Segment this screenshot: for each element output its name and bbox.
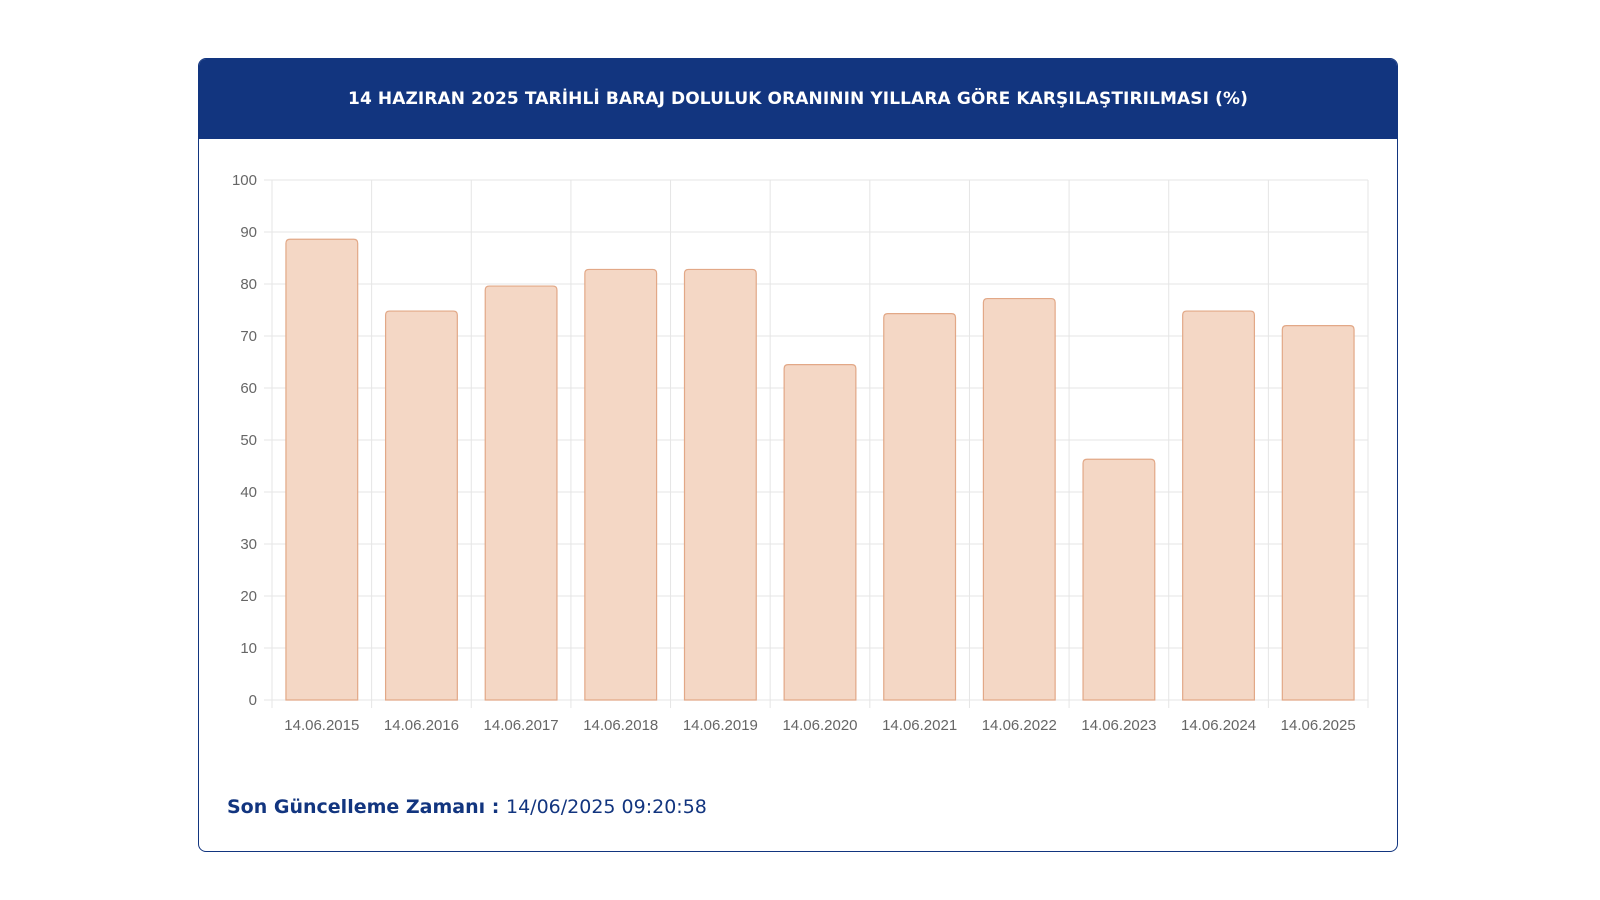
card-header: 14 HAZIRAN 2025 TARİHLİ BARAJ DOLULUK OR… [199,59,1397,139]
x-tick-label: 14.06.2018 [583,717,658,734]
bar-14.06.2015[interactable] [285,238,359,701]
bar-14.06.2016[interactable] [384,310,458,701]
y-tick-label: 0 [249,692,257,709]
y-tick-label: 20 [240,588,257,605]
y-tick-label: 60 [240,380,257,397]
y-tick-label: 10 [240,640,257,657]
last-update: Son Güncelleme Zamanı : 14/06/2025 09:20… [227,796,707,818]
x-tick-label: 14.06.2024 [1181,717,1256,734]
y-tick-label: 30 [240,536,257,553]
last-update-separator: : [485,796,506,818]
x-tick-label: 14.06.2022 [982,717,1057,734]
y-tick-label: 70 [240,328,257,345]
bar-14.06.2017[interactable] [484,285,558,701]
bar-14.06.2020[interactable] [783,364,857,701]
last-update-value: 14/06/2025 09:20:58 [505,796,707,818]
x-tick-label: 14.06.2025 [1281,717,1356,734]
bar-14.06.2025[interactable] [1281,325,1355,701]
x-tick-label: 14.06.2019 [683,717,758,734]
bar-14.06.2021[interactable] [883,313,957,701]
x-tick-label: 14.06.2020 [782,717,857,734]
y-tick-label: 80 [240,276,257,293]
last-update-label: Son Güncelleme Zamanı [227,796,486,818]
y-tick-label: 50 [240,432,257,449]
bar-14.06.2022[interactable] [982,297,1056,701]
x-tick-label: 14.06.2017 [484,717,559,734]
x-tick-label: 14.06.2023 [1081,717,1156,734]
x-tick-label: 14.06.2021 [882,717,957,734]
y-tick-label: 40 [240,484,257,501]
y-tick-label: 90 [240,224,257,241]
bar-14.06.2024[interactable] [1182,310,1256,701]
chart-title: 14 HAZIRAN 2025 TARİHLİ BARAJ DOLULUK OR… [348,89,1248,109]
y-tick-label: 100 [232,172,257,189]
x-tick-label: 14.06.2016 [384,717,459,734]
bar-14.06.2019[interactable] [683,268,757,701]
x-tick-label: 14.06.2015 [284,717,359,734]
bar-14.06.2023[interactable] [1082,458,1156,701]
bar-14.06.2018[interactable] [584,268,658,701]
